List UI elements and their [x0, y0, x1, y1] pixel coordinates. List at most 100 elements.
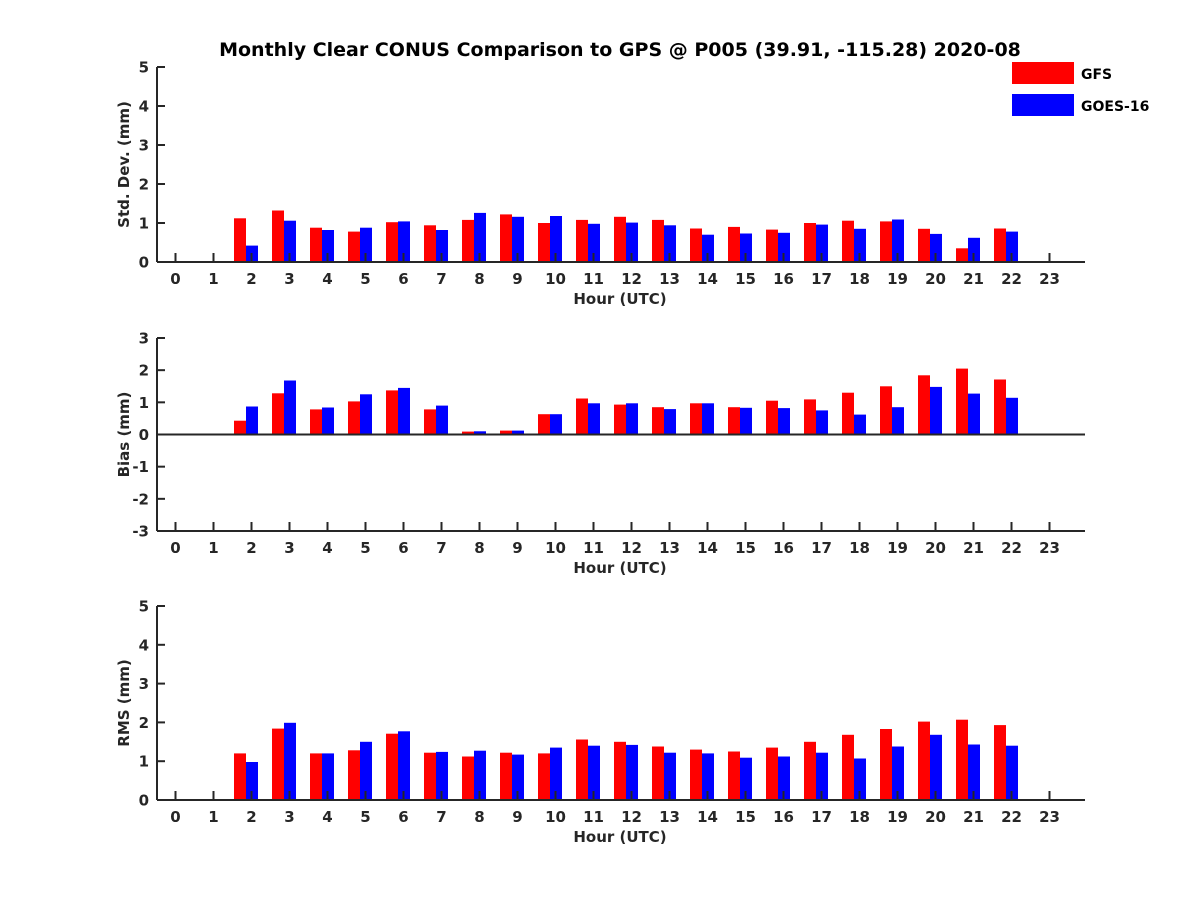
x-tick-label: 2	[246, 808, 256, 826]
x-tick-label: 4	[322, 808, 332, 826]
x-tick-label: 9	[512, 539, 522, 557]
legend-label-goes16: GOES-16	[1081, 99, 1149, 115]
bar-goes16-hour-8	[474, 750, 486, 800]
x-tick-label: 22	[1001, 808, 1022, 826]
x-tick-label: 22	[1001, 539, 1022, 557]
x-tick-label: 11	[583, 539, 604, 557]
bar-goes16-hour-18	[854, 414, 866, 435]
y-tick-label: 3	[139, 137, 149, 155]
x-tick-label: 14	[697, 808, 718, 826]
x-tick-label: 7	[436, 270, 446, 288]
bar-goes16-hour-14	[702, 753, 714, 800]
legend-swatch-goes16	[1012, 94, 1074, 116]
x-tick-label: 12	[621, 808, 642, 826]
x-tick-label: 9	[512, 808, 522, 826]
x-tick-label: 12	[621, 270, 642, 288]
bar-goes16-hour-15	[740, 233, 752, 262]
x-tick-label: 21	[963, 808, 984, 826]
y-tick-label: -2	[132, 490, 149, 508]
bar-gfs-hour-21	[956, 248, 968, 262]
bar-gfs-hour-7	[424, 752, 436, 800]
bar-gfs-hour-13	[652, 746, 664, 800]
y-tick-label: 5	[139, 59, 149, 77]
bar-goes16-hour-16	[778, 408, 790, 435]
bar-goes16-hour-7	[436, 751, 448, 800]
x-tick-label: 0	[170, 808, 180, 826]
bar-goes16-hour-9	[512, 430, 524, 435]
bar-goes16-hour-21	[968, 744, 980, 800]
y-axis-title: RMS (mm)	[115, 659, 133, 746]
bar-gfs-hour-9	[500, 214, 512, 262]
bar-goes16-hour-20	[930, 734, 942, 800]
x-tick-label: 11	[583, 270, 604, 288]
y-tick-label: -1	[132, 458, 149, 476]
x-tick-label: 14	[697, 539, 718, 557]
x-axis-title: Hour (UTC)	[573, 828, 666, 846]
x-tick-label: 5	[360, 270, 370, 288]
x-tick-label: 11	[583, 808, 604, 826]
y-tick-label: 3	[139, 675, 149, 693]
y-tick-label: 1	[139, 394, 149, 412]
x-tick-label: 10	[545, 270, 566, 288]
x-tick-label: 15	[735, 539, 756, 557]
x-tick-label: 3	[284, 539, 294, 557]
x-tick-label: 3	[284, 808, 294, 826]
bar-gfs-hour-19	[880, 221, 892, 262]
bar-gfs-hour-17	[804, 741, 816, 800]
bar-goes16-hour-11	[588, 745, 600, 800]
bar-gfs-hour-10	[538, 414, 550, 435]
x-tick-label: 6	[398, 539, 408, 557]
bar-gfs-hour-4	[310, 409, 322, 435]
bar-goes16-hour-19	[892, 407, 904, 435]
bar-gfs-hour-14	[690, 403, 702, 435]
x-tick-label: 1	[208, 270, 218, 288]
x-tick-label: 12	[621, 539, 642, 557]
bar-goes16-hour-5	[360, 394, 372, 435]
x-tick-label: 16	[773, 808, 794, 826]
x-tick-label: 22	[1001, 270, 1022, 288]
bar-gfs-hour-6	[386, 390, 398, 435]
x-tick-label: 13	[659, 539, 680, 557]
legend: GFS GOES-16	[1012, 62, 1149, 116]
bar-gfs-hour-6	[386, 222, 398, 262]
bar-gfs-hour-22	[994, 379, 1006, 435]
bar-goes16-hour-2	[246, 406, 258, 435]
bar-gfs-hour-14	[690, 228, 702, 262]
bar-gfs-hour-9	[500, 430, 512, 435]
bar-gfs-hour-20	[918, 228, 930, 262]
bar-goes16-hour-4	[322, 407, 334, 435]
x-tick-label: 7	[436, 808, 446, 826]
bar-gfs-hour-19	[880, 386, 892, 435]
y-tick-label: 4	[139, 98, 149, 116]
bar-goes16-hour-22	[1006, 397, 1018, 435]
bar-goes16-hour-17	[816, 752, 828, 800]
bar-gfs-hour-7	[424, 409, 436, 435]
bar-goes16-hour-12	[626, 744, 638, 800]
bar-gfs-hour-2	[234, 420, 246, 435]
x-tick-label: 1	[208, 808, 218, 826]
bar-gfs-hour-6	[386, 733, 398, 800]
bar-goes16-hour-15	[740, 757, 752, 800]
bar-goes16-hour-2	[246, 762, 258, 800]
bar-gfs-hour-20	[918, 721, 930, 800]
bar-gfs-hour-3	[272, 728, 284, 800]
x-tick-label: 6	[398, 270, 408, 288]
y-axis-title: Bias (mm)	[115, 392, 133, 478]
bar-goes16-hour-19	[892, 219, 904, 262]
bar-gfs-hour-12	[614, 741, 626, 800]
bar-goes16-hour-9	[512, 754, 524, 800]
x-tick-label: 7	[436, 539, 446, 557]
x-tick-label: 0	[170, 539, 180, 557]
bar-gfs-hour-15	[728, 407, 740, 435]
bar-gfs-hour-12	[614, 216, 626, 262]
bar-gfs-hour-8	[462, 756, 474, 800]
bar-goes16-hour-4	[322, 230, 334, 262]
x-axis-title: Hour (UTC)	[573, 290, 666, 308]
bar-gfs-hour-3	[272, 393, 284, 435]
bar-goes16-hour-9	[512, 216, 524, 262]
bar-goes16-hour-13	[664, 409, 676, 435]
bar-goes16-hour-5	[360, 227, 372, 262]
